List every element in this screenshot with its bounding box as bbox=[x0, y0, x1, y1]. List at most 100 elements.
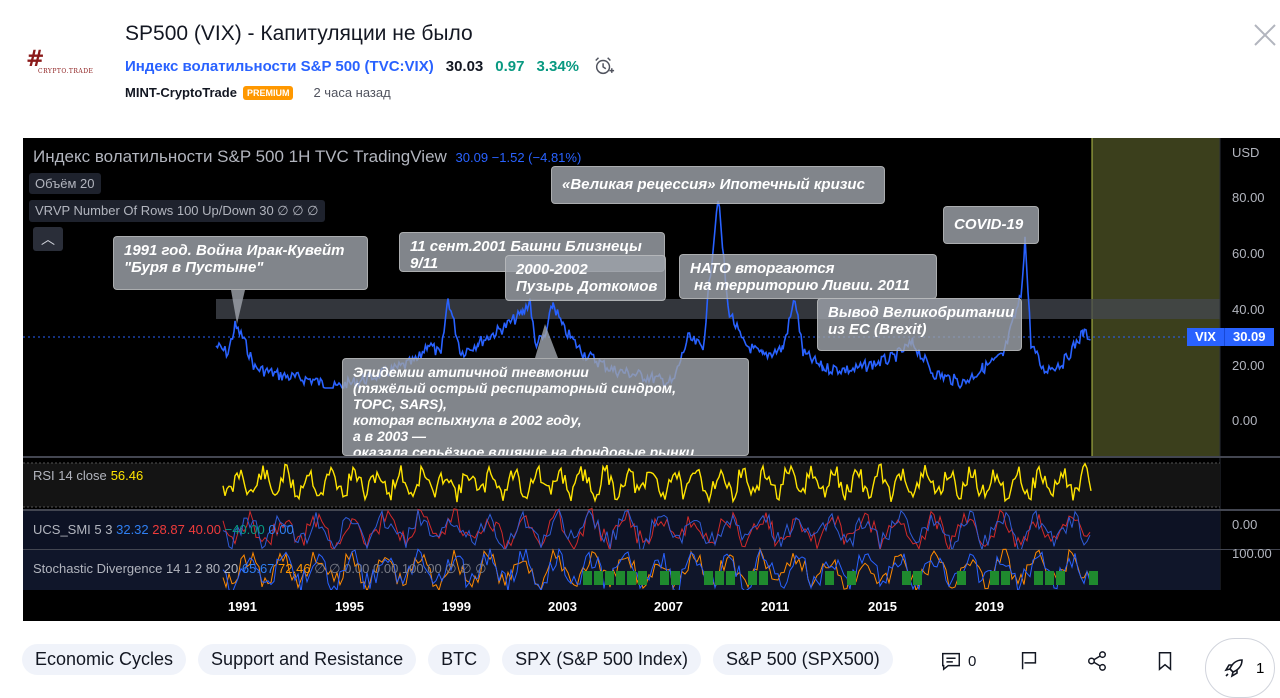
ucs-value-2: 28.87 bbox=[152, 522, 185, 537]
stoch-divergence-marks bbox=[583, 571, 1098, 585]
legend-last-value: 30.09 −1.52 (−4.81%) bbox=[455, 150, 582, 165]
note-iraq[interactable]: 1991 год. Война Ирак-Кувейт "Буря в Пуст… bbox=[113, 236, 368, 290]
chart-canvas[interactable]: Индекс волатильности S&P 500 1H TVC Trad… bbox=[23, 138, 1280, 621]
ucs-label[interactable]: UCS_SMI 5 3 32.32 28.87 40.00 −40.00 0.0… bbox=[33, 522, 294, 537]
close-icon[interactable] bbox=[1252, 22, 1278, 48]
comments-button[interactable]: 0 bbox=[940, 650, 976, 672]
resistance-band bbox=[216, 299, 1220, 319]
y-tick-40: 40.00 bbox=[1232, 302, 1265, 317]
note-libya-text: НАТО вторгаются на территорию Ливии. 201… bbox=[690, 260, 910, 294]
x-tick-2003: 2003 bbox=[548, 599, 577, 614]
legend-symbol-text: Индекс волатильности S&P 500 1H TVC Trad… bbox=[33, 147, 447, 166]
note-libya[interactable]: НАТО вторгаются на территорию Ливии. 201… bbox=[679, 254, 937, 299]
rsi-series-line bbox=[222, 462, 1092, 504]
y-tick-60: 60.00 bbox=[1232, 246, 1265, 261]
divergence-marker bbox=[605, 571, 614, 585]
bookmark-icon bbox=[1159, 652, 1172, 671]
divergence-marker bbox=[1034, 571, 1043, 585]
author-logo[interactable]: # CRYPTO.TRADE bbox=[22, 46, 102, 80]
y-tick-0: 0.00 bbox=[1232, 413, 1258, 428]
divergence-marker bbox=[627, 571, 636, 585]
vix-tag-name: VIX bbox=[1187, 328, 1224, 346]
chevron-up-icon[interactable]: ︿ bbox=[33, 227, 63, 251]
divergence-marker bbox=[583, 571, 592, 585]
divergence-marker bbox=[990, 571, 999, 585]
tag-btc[interactable]: BTC bbox=[428, 644, 491, 675]
divergence-marker bbox=[704, 571, 713, 585]
flag-icon bbox=[1022, 652, 1037, 670]
stoch-label-text: Stochastic Divergence 14 1 2 80 20 bbox=[33, 561, 239, 576]
rsi-label[interactable]: RSI 14 close 56.46 bbox=[33, 468, 143, 483]
author-name[interactable]: MINT-CryptoTrade bbox=[125, 85, 237, 100]
rsi-value: 56.46 bbox=[110, 468, 144, 483]
divergence-marker bbox=[671, 571, 680, 585]
x-tick-1999: 1999 bbox=[442, 599, 471, 614]
note-brexit[interactable]: Вывод Великобритании из ЕС (Brexit) bbox=[817, 298, 1022, 351]
boost-count: 1 bbox=[1256, 659, 1265, 677]
comment-icon bbox=[942, 652, 960, 671]
iraq-pointer bbox=[231, 290, 245, 324]
stoch-value-2: 72.46 bbox=[278, 561, 311, 576]
tags-row: Economic Cycles Support and Resistance B… bbox=[22, 644, 893, 675]
note-iraq-text: 1991 год. Война Ирак-Кувейт "Буря в Пуст… bbox=[124, 242, 345, 276]
vix-price-tag: VIX 30.09 bbox=[1187, 328, 1274, 346]
divergence-marker bbox=[1001, 571, 1010, 585]
x-tick-2019: 2019 bbox=[975, 599, 1004, 614]
note-covid[interactable]: COVID-19 bbox=[943, 206, 1039, 244]
tag-sp500[interactable]: S&P 500 (SPX500) bbox=[712, 644, 893, 675]
divergence-marker bbox=[759, 571, 768, 585]
x-tick-2015: 2015 bbox=[868, 599, 897, 614]
boost-button[interactable]: 1 bbox=[1205, 638, 1275, 698]
logo-subtext: CRYPTO.TRADE bbox=[38, 68, 94, 75]
flag-button[interactable] bbox=[1018, 650, 1040, 672]
vrvp-label[interactable]: VRVP Number Of Rows 100 Up/Down 30 ∅ ∅ ∅ bbox=[29, 200, 325, 222]
ucs-axis-tick: 0.00 bbox=[1232, 517, 1258, 532]
alarm-clock-icon[interactable] bbox=[593, 55, 615, 77]
divergence-marker bbox=[748, 571, 757, 585]
ucs-value-1: 32.32 bbox=[116, 522, 149, 537]
stoch-label[interactable]: Stochastic Divergence 14 1 2 80 20 65.67… bbox=[33, 561, 487, 577]
symbol-row: Индекс волатильности S&P 500 (TVC:VIX) 3… bbox=[125, 55, 615, 77]
stoch-axis-tick: 100.00 bbox=[1232, 546, 1272, 561]
ucs-value-3: 40.00 bbox=[188, 522, 221, 537]
note-recession[interactable]: «Великая рецессия» Ипотечный кризис bbox=[551, 166, 885, 204]
volume-label[interactable]: Объём 20 bbox=[29, 173, 101, 194]
sars-pointer bbox=[535, 324, 558, 358]
x-tick-1995: 1995 bbox=[335, 599, 364, 614]
share-icon bbox=[1088, 651, 1107, 671]
note-sars-text: Эпидемии атипичной пневмонии (тяжёлый ос… bbox=[353, 364, 695, 456]
tag-spx[interactable]: SPX (S&P 500 Index) bbox=[502, 644, 701, 675]
rsi-label-text: RSI 14 close bbox=[33, 468, 107, 483]
divergence-marker bbox=[1045, 571, 1054, 585]
share-button[interactable] bbox=[1086, 650, 1108, 672]
note-sept11-text: 11 сент.2001 Башни Близнецы 9/11 bbox=[410, 238, 642, 272]
idea-title: SP500 (VIX) - Капитуляции не было bbox=[125, 22, 473, 45]
divergence-marker bbox=[825, 571, 834, 585]
note-sars[interactable]: Эпидемии атипичной пневмонии (тяжёлый ос… bbox=[342, 358, 749, 456]
note-brexit-text: Вывод Великобритании из ЕС (Brexit) bbox=[828, 304, 1015, 338]
tag-support-resistance[interactable]: Support and Resistance bbox=[198, 644, 417, 675]
currency-label: USD bbox=[1232, 145, 1260, 160]
note-dotcom[interactable]: 2000-2002 Пузырь Доткомов bbox=[505, 255, 666, 301]
symbol-change-pct: 3.34% bbox=[536, 57, 580, 75]
y-tick-20: 20.00 bbox=[1232, 358, 1265, 373]
divergence-marker bbox=[638, 571, 647, 585]
bookmark-button[interactable] bbox=[1154, 650, 1176, 672]
stoch-value-3: ∅ ∅ 0.00 0.00 100.00 ∅ ∅ ∅ bbox=[314, 561, 487, 576]
ucs-value-5: 0.00 bbox=[268, 522, 294, 537]
stoch-value-1: 65.67 bbox=[241, 561, 275, 576]
note-recession-text: «Великая рецессия» Ипотечный кризис bbox=[562, 176, 865, 193]
premium-badge: PREMIUM bbox=[242, 85, 294, 100]
tag-economic-cycles[interactable]: Economic Cycles bbox=[22, 644, 187, 675]
x-tick-2007: 2007 bbox=[654, 599, 683, 614]
chart-legend-title: Индекс волатильности S&P 500 1H TVC Trad… bbox=[33, 147, 581, 167]
divergence-marker bbox=[847, 571, 856, 585]
divergence-marker bbox=[1089, 571, 1098, 585]
comments-count: 0 bbox=[968, 652, 977, 670]
actions-bar: 0 bbox=[940, 650, 1176, 672]
x-tick-1991: 1991 bbox=[228, 599, 257, 614]
divergence-marker bbox=[715, 571, 724, 585]
vix-tag-value: 30.09 bbox=[1223, 328, 1274, 346]
x-tick-2011: 2011 bbox=[761, 599, 790, 614]
symbol-link[interactable]: Индекс волатильности S&P 500 (TVC:VIX) bbox=[125, 57, 434, 75]
